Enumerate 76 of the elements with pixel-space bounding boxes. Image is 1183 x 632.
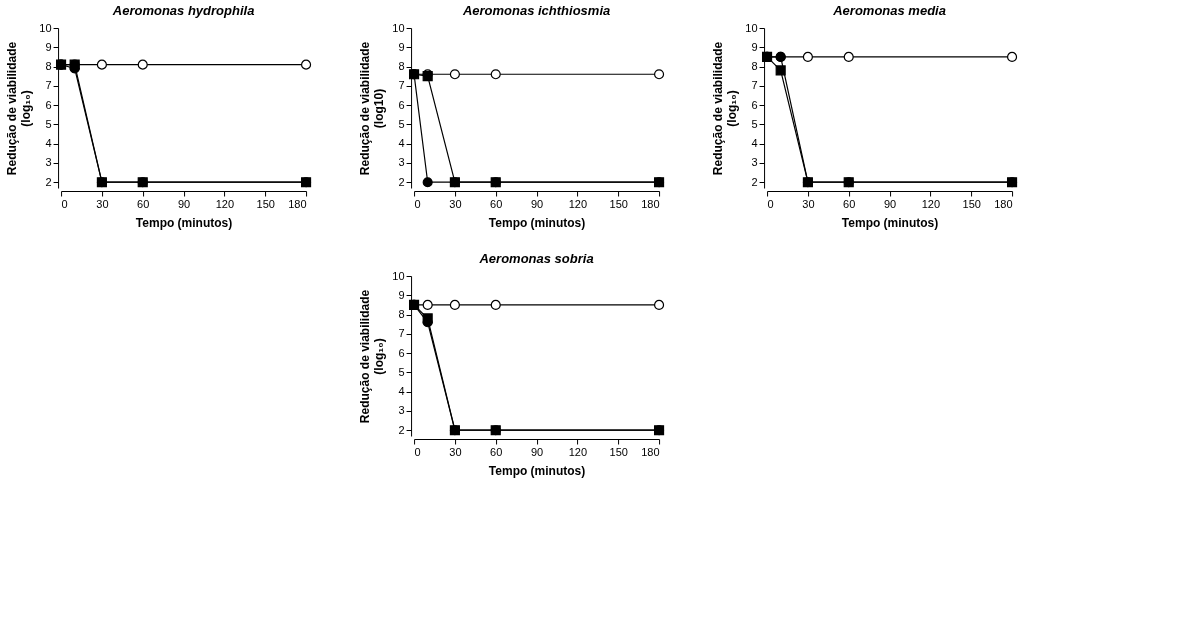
- y-tick-label: 3: [751, 156, 758, 169]
- y-tick-label: 7: [751, 79, 758, 92]
- x-tick-label: 30: [96, 197, 109, 210]
- y-tick-label: 3: [398, 156, 405, 169]
- x-tick-label: 60: [843, 197, 856, 210]
- y-tick-label: 10: [745, 21, 758, 34]
- y-tick-label: 6: [751, 98, 758, 111]
- x-tick-label: 90: [530, 197, 544, 210]
- x-tick-label: 180: [994, 197, 1013, 210]
- y-tick-label: 10: [39, 21, 52, 34]
- x-tick-label: 150: [609, 197, 628, 210]
- x-tick-label: 120: [921, 197, 941, 210]
- x-tick-label: 30: [449, 445, 462, 458]
- y-tick-label: 4: [45, 137, 52, 150]
- x-tick-label: 60: [137, 197, 150, 210]
- x-tick-label: 120: [215, 197, 235, 210]
- y-tick-label: 8: [398, 308, 405, 321]
- x-axis-title: Tempo (minutos): [488, 463, 586, 478]
- y-tick-label: 4: [398, 385, 405, 398]
- y-tick-label: 2: [398, 175, 405, 188]
- x-tick-label: 180: [288, 197, 307, 210]
- chart-title: Aeromonas media: [832, 3, 946, 18]
- y-tick-label: 5: [751, 117, 758, 130]
- x-tick-label: 0: [767, 197, 774, 210]
- y-tick-label: 9: [398, 40, 405, 53]
- y-tick-label: 3: [45, 156, 52, 169]
- y-tick-label: 8: [45, 60, 52, 73]
- y-tick-label: 10: [392, 269, 405, 282]
- y-tick-label: 6: [45, 98, 52, 111]
- chart-title: Aeromonas ichthiosmia: [461, 3, 611, 18]
- x-tick-label: 180: [641, 197, 660, 210]
- x-tick-label: 0: [414, 445, 421, 458]
- x-tick-label: 120: [568, 445, 588, 458]
- y-tick-label: 2: [751, 175, 758, 188]
- x-tick-label: 30: [802, 197, 815, 210]
- y-tick-label: 3: [398, 404, 405, 417]
- y-tick-label: 4: [398, 137, 405, 150]
- x-tick-label: 90: [530, 445, 544, 458]
- x-tick-label: 30: [449, 197, 462, 210]
- y-tick-label: 10: [392, 21, 405, 34]
- chart-title: Aeromonas hydrophila: [111, 3, 255, 18]
- y-axis-title: Redução de viabilidade (log10): [358, 41, 387, 176]
- x-tick-label: 150: [256, 197, 275, 210]
- y-tick-label: 2: [45, 175, 52, 188]
- x-axis-title: Tempo (minutos): [488, 215, 586, 230]
- x-tick-label: 90: [883, 197, 897, 210]
- x-tick-label: 60: [490, 445, 503, 458]
- x-tick-label: 180: [641, 445, 660, 458]
- y-tick-label: 8: [398, 60, 405, 73]
- y-tick-label: 7: [398, 79, 405, 92]
- y-tick-label: 7: [398, 327, 405, 340]
- chart-title: Aeromonas sobria: [478, 251, 594, 266]
- y-tick-label: 7: [45, 79, 52, 92]
- y-tick-label: 9: [398, 288, 405, 301]
- y-tick-label: 6: [398, 98, 405, 111]
- y-tick-label: 5: [398, 117, 405, 130]
- y-tick-label: 9: [751, 40, 758, 53]
- y-axis-title: Redução de viabilidade (log₁₀): [711, 41, 740, 176]
- x-tick-label: 150: [962, 197, 981, 210]
- y-tick-label: 5: [398, 365, 405, 378]
- x-tick-label: 60: [490, 197, 503, 210]
- x-tick-label: 0: [61, 197, 68, 210]
- x-tick-label: 90: [177, 197, 191, 210]
- x-axis-title: Tempo (minutos): [135, 215, 233, 230]
- x-tick-label: 150: [609, 445, 628, 458]
- y-tick-label: 9: [45, 40, 52, 53]
- y-axis-title: Redução de viabilidade (log₁₀): [5, 41, 34, 176]
- x-tick-label: 0: [414, 197, 421, 210]
- x-axis-title: Tempo (minutos): [841, 215, 939, 230]
- y-tick-label: 8: [751, 60, 758, 73]
- y-tick-label: 4: [751, 137, 758, 150]
- y-axis-title: Redução de viabilidade (log₁₀): [358, 289, 387, 424]
- y-tick-label: 5: [45, 117, 52, 130]
- x-tick-label: 120: [568, 197, 588, 210]
- y-tick-label: 2: [398, 423, 405, 436]
- y-tick-label: 6: [398, 346, 405, 359]
